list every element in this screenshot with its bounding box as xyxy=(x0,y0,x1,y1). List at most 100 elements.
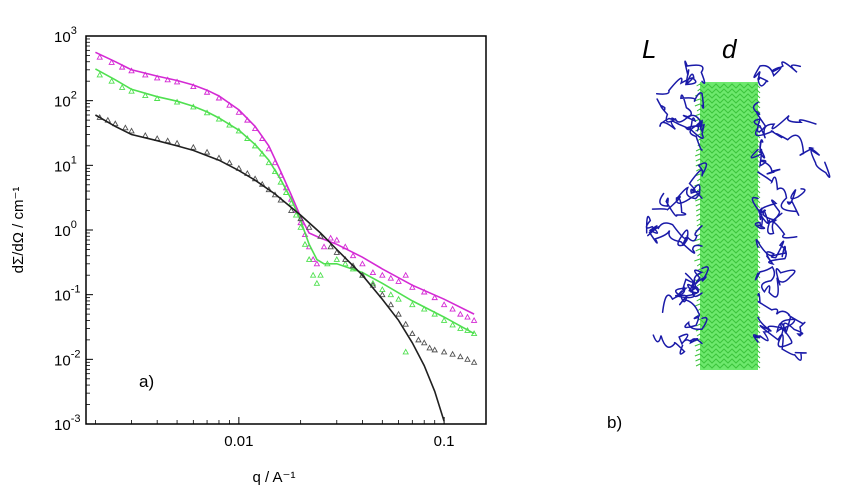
y-tick-label: 101 xyxy=(54,154,77,175)
polymer-chain xyxy=(757,292,806,337)
data-point xyxy=(309,271,317,278)
data-point xyxy=(301,240,309,247)
core-chain xyxy=(696,313,761,319)
polymer-chain xyxy=(754,208,783,235)
polymer-chain xyxy=(752,324,807,361)
core-chain xyxy=(696,268,761,274)
label-L: L xyxy=(642,34,656,64)
data-point xyxy=(118,63,126,70)
polymer-chain xyxy=(687,119,705,151)
core-chain xyxy=(696,323,761,329)
core-chain xyxy=(695,198,761,204)
core-chain xyxy=(697,88,761,94)
polymer-chain xyxy=(753,61,802,87)
core-layer xyxy=(693,82,761,370)
core-chain xyxy=(694,98,761,104)
data-point xyxy=(395,278,402,284)
data-point xyxy=(387,274,395,281)
y-ticks: 10-3 10-2 10-1 100 101 102 103 xyxy=(54,25,93,434)
core-chain xyxy=(694,103,761,109)
core-chain xyxy=(695,278,761,284)
data-point xyxy=(457,310,464,317)
core-chain xyxy=(694,173,761,179)
core-chain xyxy=(696,168,761,174)
core-chain xyxy=(696,178,761,184)
core-chain xyxy=(693,193,761,199)
y-tick-label: 103 xyxy=(54,25,77,46)
panel-a-chart: 10-3 10-2 10-1 100 101 102 103 0.01 0.1 a) q / … xyxy=(10,25,487,486)
polymer-chain xyxy=(656,92,705,123)
data-point xyxy=(333,248,341,255)
data-point xyxy=(420,305,428,312)
core-chain xyxy=(696,263,761,269)
data-point xyxy=(142,71,149,78)
core-chain xyxy=(696,283,761,289)
core-chain xyxy=(696,123,761,129)
data-point xyxy=(415,336,422,343)
y-tick-label: 102 xyxy=(54,90,77,111)
data-point xyxy=(96,53,104,60)
data-point xyxy=(313,279,321,286)
y-tick-label: 100 xyxy=(54,219,77,240)
core-chain xyxy=(696,218,761,224)
data-point xyxy=(320,243,328,250)
data-point xyxy=(431,346,438,353)
data-point xyxy=(317,271,324,278)
data-point xyxy=(190,143,197,150)
core-chain xyxy=(695,358,761,364)
core-chain xyxy=(695,328,761,334)
data-point xyxy=(153,74,161,81)
data-point xyxy=(96,71,104,78)
data-point xyxy=(305,223,313,230)
core-chain xyxy=(696,188,761,194)
polymer-chain xyxy=(751,196,798,239)
data-point xyxy=(409,301,416,308)
core-chain xyxy=(695,118,761,124)
polymer-chain xyxy=(652,333,703,355)
polymer-chain xyxy=(675,272,703,299)
data-point xyxy=(440,301,448,308)
core-chain xyxy=(694,153,761,159)
data-point xyxy=(128,127,135,134)
core-chain xyxy=(697,253,761,259)
core-chain xyxy=(695,208,761,214)
y-tick-label: 10-3 xyxy=(54,413,80,434)
data-point xyxy=(440,316,448,323)
polymer-chain xyxy=(757,316,796,348)
data-point xyxy=(379,291,386,298)
data-point xyxy=(395,310,402,317)
data-point xyxy=(369,279,377,286)
core-chain xyxy=(695,228,761,234)
core-chain xyxy=(696,83,761,89)
core-chain xyxy=(697,138,761,144)
core-chain xyxy=(694,343,761,349)
core-chain xyxy=(697,308,761,314)
data-point xyxy=(313,260,321,267)
data-point xyxy=(426,344,433,351)
polymer-chain xyxy=(647,222,703,247)
data-point xyxy=(317,232,324,239)
label-d: d xyxy=(722,34,738,64)
y-tick-label: 10-1 xyxy=(54,284,80,305)
data-point xyxy=(395,295,402,302)
data-point xyxy=(305,256,313,262)
data-point xyxy=(402,348,409,355)
data-point xyxy=(142,92,149,98)
data-point xyxy=(164,76,171,83)
data-point xyxy=(153,95,161,101)
core-chain xyxy=(696,223,761,229)
data-point xyxy=(190,83,197,90)
core-chain xyxy=(696,288,761,294)
core-chain xyxy=(695,148,761,154)
polymer-chain xyxy=(754,265,796,298)
data-point xyxy=(387,291,395,298)
data-point xyxy=(402,320,409,327)
core-chain xyxy=(697,273,761,279)
core-chain xyxy=(694,258,761,264)
series-layer xyxy=(95,51,478,422)
data-point xyxy=(464,355,471,362)
data-point xyxy=(333,256,341,262)
data-point xyxy=(379,271,386,278)
